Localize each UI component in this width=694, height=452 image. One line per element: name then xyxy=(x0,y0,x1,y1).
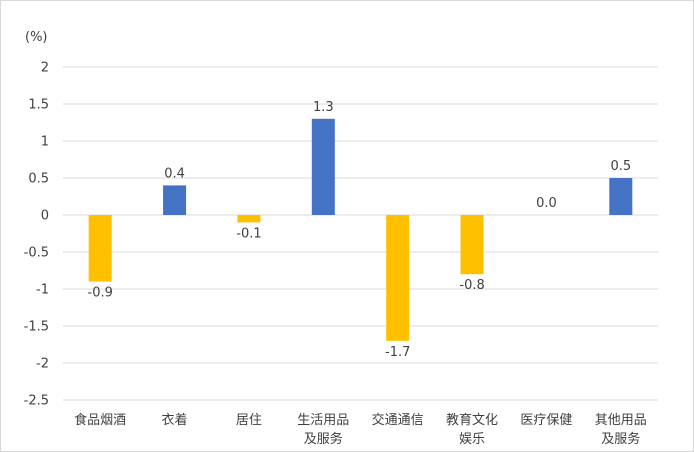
x-category-label: 及服务 xyxy=(304,431,343,447)
y-tick-label: -1 xyxy=(36,283,49,298)
y-tick-label: 1.5 xyxy=(28,98,49,113)
data-label: 0.0 xyxy=(536,196,557,211)
data-label: 0.5 xyxy=(610,159,631,174)
bar xyxy=(609,178,633,215)
data-label: 1.3 xyxy=(313,100,334,115)
x-category-label: 及服务 xyxy=(601,431,640,447)
y-tick-label: -1.5 xyxy=(24,320,49,335)
x-category-label: 衣着 xyxy=(162,412,188,428)
bar xyxy=(311,118,335,215)
bar xyxy=(386,215,410,341)
x-category-label: 娱乐 xyxy=(459,432,485,447)
data-label: -0.8 xyxy=(459,278,484,293)
y-tick-label: -0.5 xyxy=(24,246,49,261)
y-axis-unit-label: (%) xyxy=(25,30,48,45)
x-category-label: 教育文化 xyxy=(446,412,498,428)
bar xyxy=(163,185,187,215)
x-category-label: 食品烟酒 xyxy=(74,412,126,428)
data-label: -0.9 xyxy=(88,286,113,301)
x-category-label: 居住 xyxy=(236,413,262,428)
y-tick-label: 1 xyxy=(41,135,49,150)
bar xyxy=(88,215,112,282)
y-tick-label: 0 xyxy=(41,209,49,224)
data-label: -1.7 xyxy=(385,345,410,360)
data-label: 0.4 xyxy=(164,166,185,181)
y-tick-label: -2.5 xyxy=(24,394,49,409)
data-label: -0.1 xyxy=(236,226,261,241)
x-category-label: 交通通信 xyxy=(372,412,424,428)
bar xyxy=(460,215,484,275)
y-tick-label: 0.5 xyxy=(28,172,49,187)
x-category-label: 生活用品 xyxy=(297,413,349,428)
bar xyxy=(237,215,261,223)
y-tick-label: -2 xyxy=(36,357,49,372)
y-tick-label: 2 xyxy=(41,61,49,76)
x-category-label: 其他用品 xyxy=(595,413,647,428)
x-category-label: 医疗保健 xyxy=(520,413,572,428)
